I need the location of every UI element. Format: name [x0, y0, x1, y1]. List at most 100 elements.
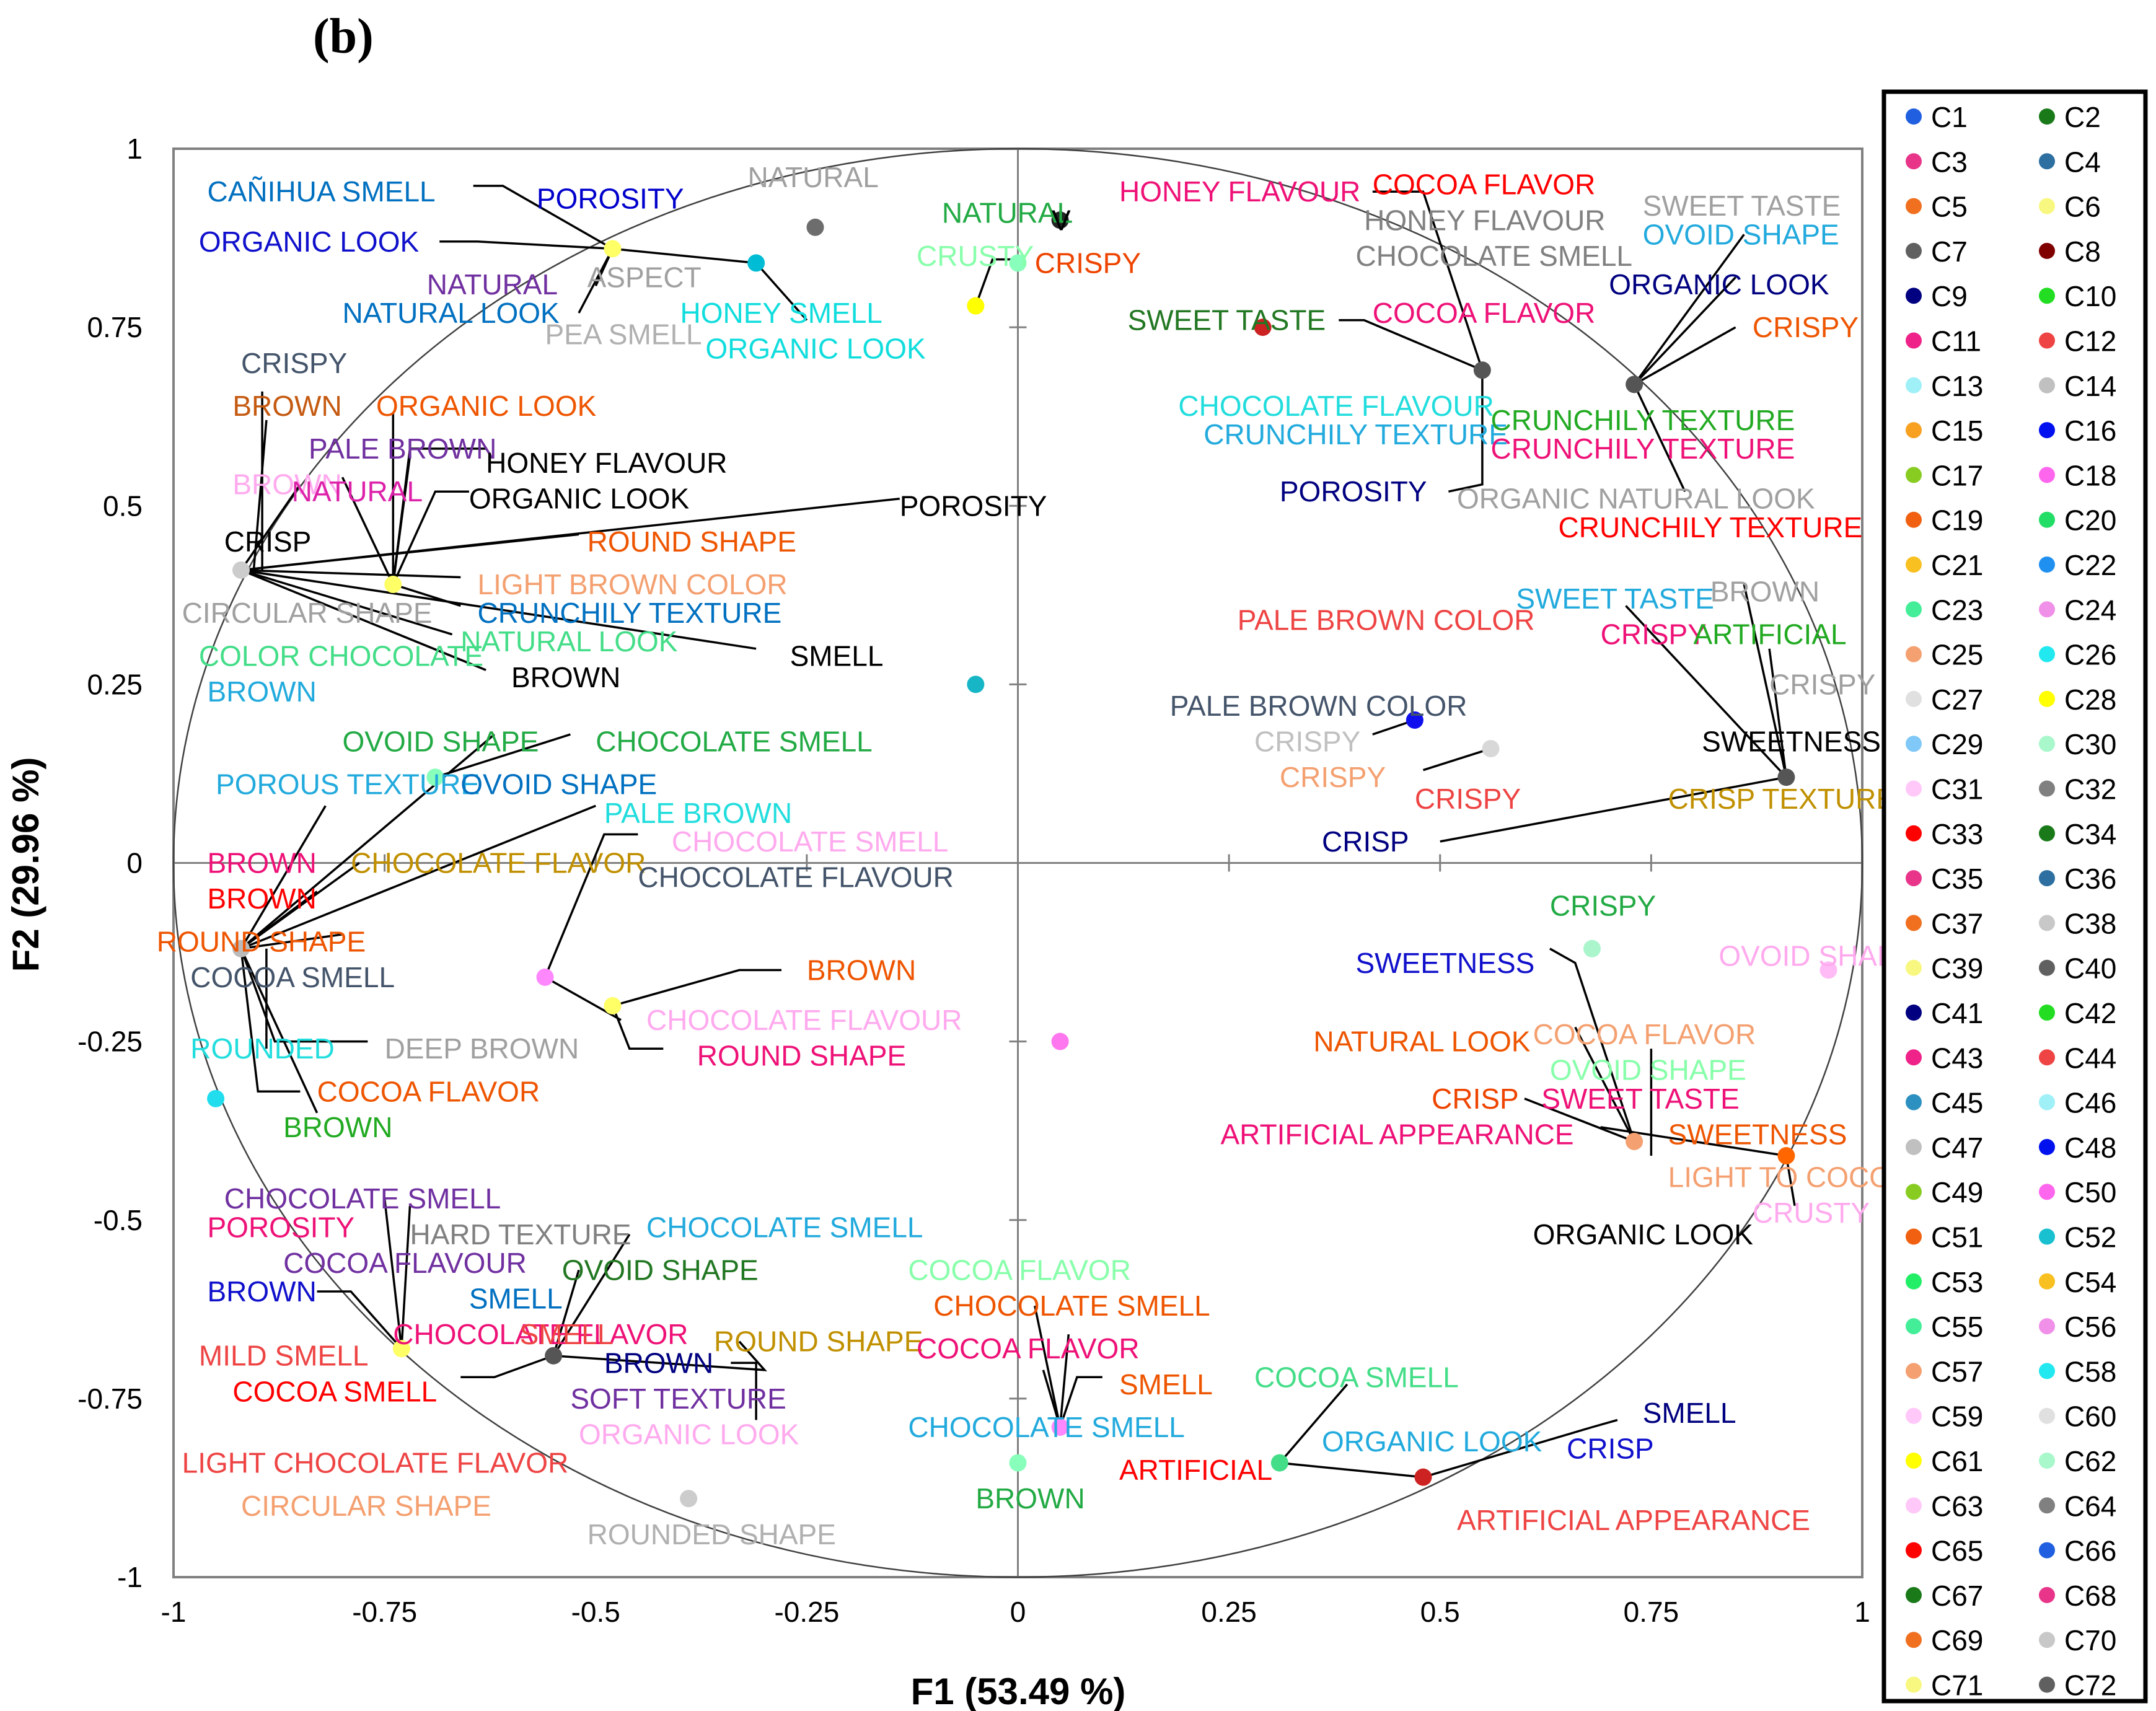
variable-label: CHOCOLATE SMELL — [933, 1290, 1210, 1322]
score-point — [1819, 961, 1837, 979]
variable-label: COLOR CHOCOLATE — [199, 640, 483, 672]
variable-label: CRISPY — [1280, 761, 1386, 793]
variable-label: CRISPY — [1254, 726, 1360, 758]
variable-label: SWEET TASTE — [1643, 190, 1841, 222]
legend-marker — [2039, 1273, 2055, 1290]
legend-marker — [2039, 1049, 2055, 1066]
variable-label: HARD TEXTURE — [410, 1218, 631, 1251]
score-point — [1473, 361, 1491, 379]
legend-marker — [1906, 422, 1922, 439]
legend-marker — [2039, 959, 2055, 976]
leader-line — [460, 1355, 554, 1379]
variable-label: HONEY FLAVOUR — [486, 447, 727, 479]
variable-label: BROWN — [604, 1347, 713, 1379]
legend-label: C64 — [2064, 1490, 2116, 1522]
legend-marker — [1906, 1497, 1922, 1514]
legend-label: C4 — [2064, 146, 2101, 178]
leader-lines — [240, 185, 1796, 1479]
y-tick-label: 1 — [126, 133, 143, 165]
legend-marker — [2039, 377, 2055, 394]
variable-label: SMELL — [1119, 1368, 1213, 1401]
variable-label: LIGHT TO COCOA — [1668, 1161, 1911, 1194]
leader-line — [611, 1005, 664, 1050]
variable-label: COCOA FLAVOR — [317, 1075, 540, 1107]
legend-label: C48 — [2064, 1132, 2116, 1164]
score-point — [1406, 711, 1423, 729]
legend-label: C32 — [2064, 773, 2116, 806]
variable-label: SWEETNESS — [1702, 726, 1881, 758]
variable-label: SMELL — [790, 640, 884, 672]
legend-marker — [2039, 915, 2055, 931]
legend-marker — [2039, 1586, 2055, 1603]
variable-label: BROWN — [232, 390, 341, 422]
variable-label: COCOA SMELL — [190, 961, 395, 993]
variable-label: CRISP — [224, 526, 312, 558]
leader-line — [1448, 370, 1484, 493]
variable-label: ORGANIC LOOK — [579, 1419, 799, 1451]
variable-label: HONEY FLAVOUR — [1119, 175, 1360, 208]
legend-label: C1 — [1931, 101, 1968, 133]
legend-label: C19 — [1931, 504, 1983, 537]
variable-label: CRISPY — [1035, 247, 1141, 279]
legend-marker — [2039, 198, 2055, 214]
leader-line — [1034, 1305, 1062, 1428]
legend-label: C28 — [2064, 684, 2116, 716]
leader-line — [612, 247, 757, 265]
variable-label: CHOCOLATE FLAVOUR — [646, 1004, 962, 1036]
leader-line — [1634, 326, 1736, 385]
legend-marker — [1906, 332, 1922, 349]
variable-label: POROUS TEXTURE — [216, 768, 480, 801]
leader-line — [1423, 1419, 1618, 1479]
legend-label: C33 — [1931, 818, 1983, 850]
variable-label: PALE BROWN COLOR — [1238, 604, 1535, 636]
legend-label: C45 — [1931, 1087, 1983, 1119]
variable-label: ROUND SHAPE — [587, 526, 796, 558]
leader-line — [400, 1205, 411, 1349]
leader-line — [240, 948, 368, 1043]
leader-line — [473, 185, 614, 250]
score-point — [545, 1347, 563, 1365]
variable-label: SMELL — [520, 1318, 614, 1350]
legend-label: C34 — [2064, 818, 2116, 850]
variable-label: CHOCOLATE FLAVOR — [351, 847, 646, 879]
leader-line — [240, 569, 757, 650]
score-point — [967, 297, 985, 315]
legend-marker — [2039, 736, 2055, 752]
leader-line — [1440, 776, 1787, 843]
variable-label: ARTIFICIAL APPEARANCE — [1457, 1504, 1810, 1536]
legend-marker — [1906, 556, 1922, 573]
score-point — [1777, 1147, 1795, 1165]
variable-label: CRISP — [1322, 825, 1409, 858]
legend-label: C42 — [2064, 997, 2116, 1029]
legend-marker — [2039, 780, 2055, 797]
leader-line — [434, 733, 571, 778]
variable-label: BROWN — [975, 1482, 1085, 1515]
leader-line — [439, 240, 613, 250]
variable-label: ORGANIC LOOK — [376, 390, 597, 422]
variable-label: POROSITY — [1280, 475, 1427, 508]
variable-label: CRISP — [1567, 1433, 1654, 1465]
legend-marker — [1906, 1005, 1922, 1021]
leader-line — [317, 1290, 403, 1350]
legend-label: C21 — [1931, 549, 1983, 581]
variable-label: SOFT TEXTURE — [570, 1383, 786, 1415]
score-point — [1254, 319, 1272, 336]
legend-label: C5 — [1931, 191, 1968, 223]
variable-label: ROUNDED — [190, 1032, 335, 1065]
legend-marker — [1906, 242, 1922, 259]
variable-label: BROWN — [807, 954, 916, 986]
legend-marker — [1906, 288, 1922, 304]
score-point — [1626, 1132, 1643, 1150]
legend-marker — [2039, 825, 2055, 842]
leader-line — [252, 420, 268, 571]
legend-label: C35 — [1931, 863, 1983, 895]
legend-marker — [1906, 646, 1922, 662]
legend-label: C3 — [1931, 146, 1968, 178]
variable-label: BROWN — [511, 661, 620, 693]
variable-label: CRISP — [1432, 1083, 1519, 1115]
variable-label: CRUNCHILY TEXTURE — [478, 597, 782, 629]
variable-label: SMELL — [469, 1283, 563, 1315]
leader-line — [240, 569, 461, 579]
legend-label: C17 — [1931, 459, 1983, 491]
